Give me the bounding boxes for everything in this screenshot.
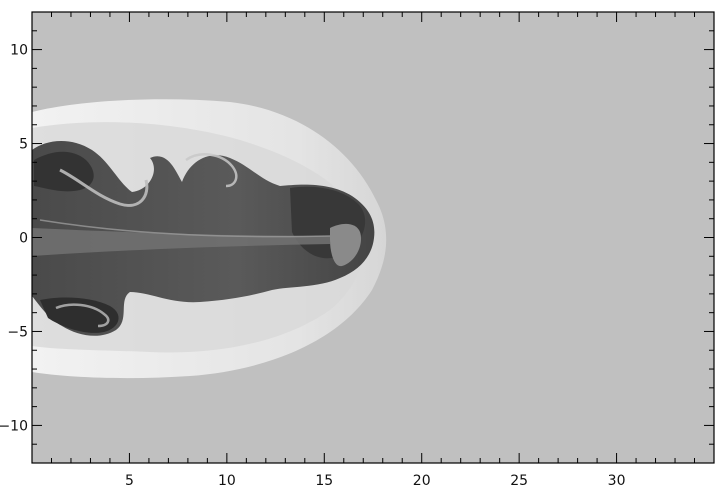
jet-head [330, 223, 362, 267]
y-tick-label: −10 [0, 418, 28, 434]
x-tick-label: 30 [608, 473, 626, 489]
x-tick-label: 15 [315, 473, 333, 489]
x-tick-label: 10 [218, 473, 236, 489]
y-tick-label: 0 [19, 231, 28, 247]
x-tick-label: 20 [413, 473, 431, 489]
y-tick-label: 5 [19, 137, 28, 153]
vortex-filament-1 [59, 168, 149, 207]
simulation-image [32, 99, 387, 379]
jet-beam-highlight [39, 219, 331, 238]
axis-ticks [32, 12, 714, 463]
vortex-filament-3 [55, 303, 110, 328]
vortex-filament-2 [185, 153, 238, 188]
axis-tick-labels: 5 10 15 20 25 30 10 5 0 −5 −10 [0, 43, 625, 489]
x-tick-label: 25 [510, 473, 528, 489]
jet-beam [32, 228, 330, 256]
y-tick-label: −5 [7, 324, 28, 340]
x-tick-label: 5 [125, 473, 134, 489]
y-tick-label: 10 [10, 43, 28, 59]
